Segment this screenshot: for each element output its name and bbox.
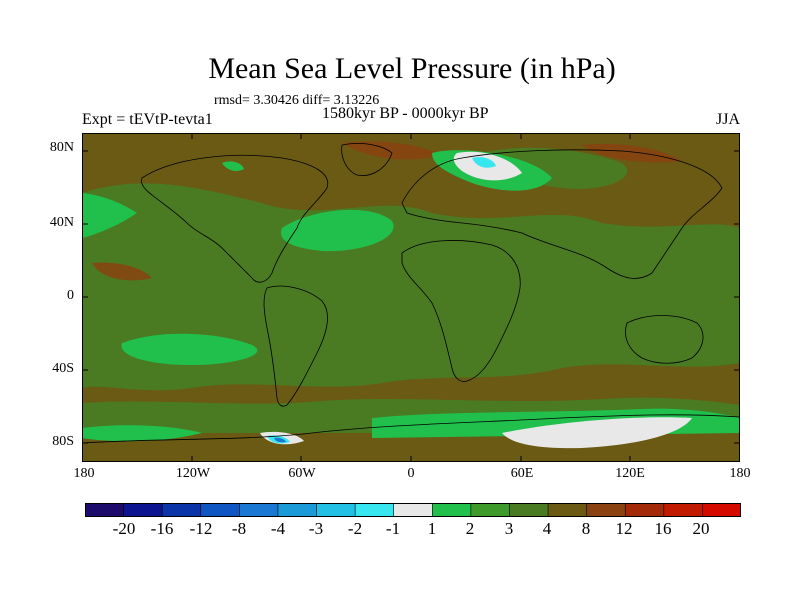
lon-label: 60W: [288, 466, 316, 481]
lat-label: 80S: [52, 434, 74, 449]
lat-label: 40S: [52, 361, 74, 376]
antarctica-outline: [82, 414, 740, 462]
field-brown-regions: [92, 141, 682, 281]
legend-label: 8: [581, 519, 591, 538]
eurasia-outline: [401, 149, 723, 279]
africa-outline: [401, 240, 521, 382]
legend-label: -20: [112, 519, 136, 538]
lon-label: 0: [407, 466, 415, 481]
lon-label: 120W: [175, 466, 211, 481]
legend-swatch: [393, 503, 433, 517]
south-america-outline: [263, 285, 328, 407]
greenland-outline: [341, 143, 393, 176]
legend-swatch: [470, 503, 510, 517]
legend-label: -4: [270, 519, 286, 538]
legend-label: -3: [308, 519, 324, 538]
lat-label: 80N: [49, 140, 74, 155]
pressure-map: [82, 133, 740, 462]
legend-swatch: [432, 503, 472, 517]
legend-swatch: [200, 503, 240, 517]
australia-outline: [625, 315, 704, 364]
legend-label: 3: [504, 519, 514, 538]
legend-swatch: [355, 503, 395, 517]
map-title: Mean Sea Level Pressure (in hPa): [208, 52, 616, 85]
legend-label: 12: [615, 519, 633, 538]
period-label: 1580kyr BP - 0000kyr BP: [322, 105, 489, 122]
lon-label: 120E: [615, 466, 645, 481]
legend-label: -8: [231, 519, 247, 538]
legend-label: -2: [347, 519, 363, 538]
legend-swatch: [586, 503, 626, 517]
season-label: JJA: [716, 111, 741, 128]
legend-colorbar: [85, 503, 741, 517]
lat-label: 0: [67, 288, 74, 303]
legend-label: 2: [465, 519, 475, 538]
lon-label: 60E: [510, 466, 534, 481]
lon-label: 180: [729, 466, 751, 481]
stats-text: rmsd= 3.30426 diff= 3.13226: [214, 93, 380, 108]
legend-label: 1: [427, 519, 437, 538]
legend-swatch: [85, 503, 125, 517]
legend-swatch: [316, 503, 356, 517]
field-blue-regions: [274, 437, 286, 443]
legend-swatch: [625, 503, 665, 517]
experiment-label: Expt = tEVtP-tevta1: [82, 111, 213, 128]
legend-label: -12: [189, 519, 213, 538]
legend-swatch: [123, 503, 163, 517]
legend-label: 16: [654, 519, 672, 538]
legend-label: 20: [692, 519, 710, 538]
legend-label: -1: [385, 519, 401, 538]
map-ticks: [82, 133, 740, 462]
lon-label: 180: [73, 466, 95, 481]
lat-label: 40N: [49, 215, 74, 230]
legend-swatch: [548, 503, 588, 517]
legend-swatch: [509, 503, 549, 517]
legend-label: 4: [542, 519, 552, 538]
coastlines: [82, 143, 740, 462]
legend-swatch: [277, 503, 318, 517]
legend-swatch: [162, 503, 202, 517]
legend-swatch: [239, 503, 279, 517]
legend-frame: [85, 503, 741, 517]
legend-label: -16: [150, 519, 174, 538]
legend-swatch: [663, 503, 703, 517]
legend-swatch: [702, 503, 741, 517]
north-america-outline: [141, 154, 329, 283]
